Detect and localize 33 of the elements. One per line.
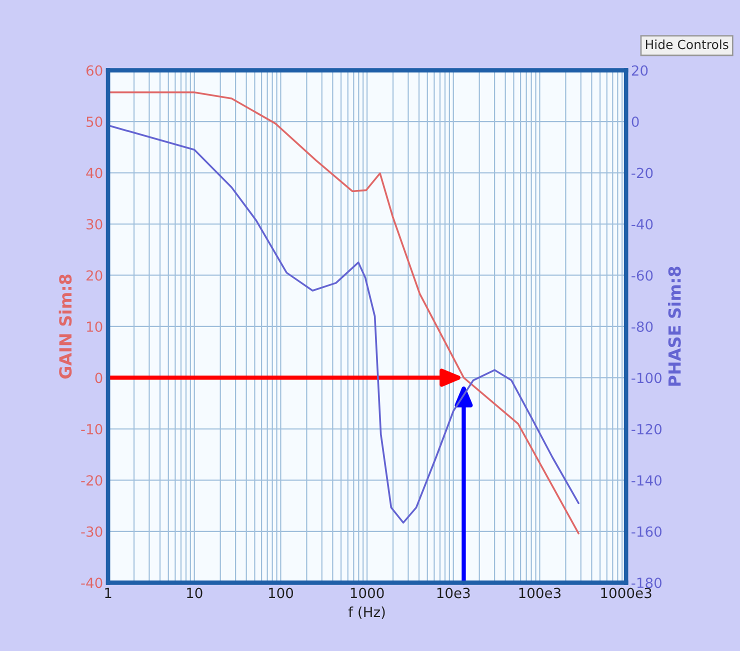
y2-tick-label: -60 — [632, 270, 653, 281]
y2-tick-label: -120 — [632, 424, 662, 434]
y-tick-label: 10 — [87, 321, 102, 332]
y2-tick-label: -40 — [632, 218, 653, 230]
y-tick-label: -40 — [81, 578, 102, 588]
y-tick-label: -10 — [81, 424, 102, 434]
y2-tick-label: -180 — [632, 578, 662, 588]
x-axis-title: f (Hz) — [348, 606, 385, 619]
y2-tick-label: -100 — [632, 372, 662, 384]
x-tick-label: 10e3 — [437, 588, 470, 598]
y-tick-label: -30 — [81, 526, 102, 537]
y2-axis-title: PHASE Sim:8 — [668, 266, 681, 386]
x-tick-label: 10 — [187, 588, 202, 598]
y-tick-label: 60 — [86, 65, 102, 76]
y-tick-label: -20 — [81, 475, 102, 486]
y-tick-label: 40 — [86, 168, 102, 178]
y-axis-title: GAIN Sim:8 — [58, 274, 72, 379]
x-tick-label: 1000 — [350, 588, 384, 598]
y2-tick-label: -140 — [632, 475, 662, 486]
text: Hide Controls — [646, 40, 728, 50]
y-tick-label: 50 — [86, 116, 102, 128]
y-tick-label: 20 — [86, 270, 102, 281]
x-tick-label: 1000e3 — [601, 588, 652, 598]
x-tick-label: 100 — [268, 588, 294, 598]
y2-tick-label: 20 — [632, 65, 648, 76]
y-tick-label: 0 — [95, 372, 102, 384]
y2-tick-label: -80 — [632, 321, 653, 332]
x-tick-label: 1 — [105, 588, 112, 598]
y2-tick-label: -20 — [632, 168, 653, 178]
y2-tick-label: -160 — [632, 526, 662, 537]
y2-tick-label: 0 — [632, 116, 639, 128]
x-tick-label: 100e3 — [519, 588, 561, 598]
y-tick-label: 30 — [86, 218, 102, 230]
